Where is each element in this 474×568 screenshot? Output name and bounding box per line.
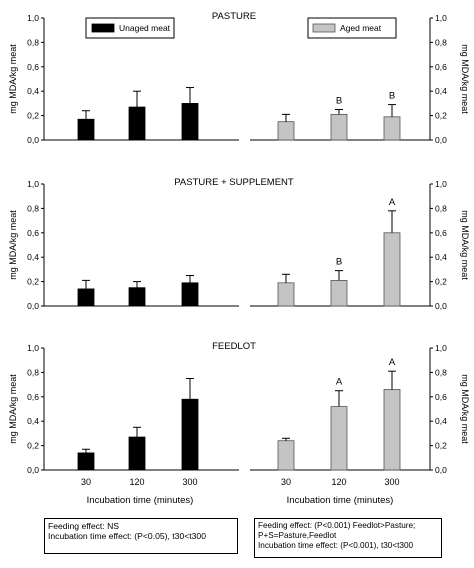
y-axis-label: mg MDA/kg meat <box>8 374 18 444</box>
legend-swatch-aged <box>312 23 336 33</box>
aged-note-line: P+S=Pasture,Feedlot <box>258 531 337 540</box>
legend-box <box>85 17 175 39</box>
x-axis-label: Incubation time (minutes) <box>287 495 394 506</box>
x-tick-label: 30 <box>81 477 91 487</box>
y-tick-label: 0,6 <box>435 62 447 72</box>
unaged-bar <box>181 282 199 307</box>
y-tick-label: 1,0 <box>27 179 39 189</box>
unaged-bar <box>128 436 146 471</box>
y-tick-label: 1,0 <box>435 179 447 189</box>
y-tick-label: 0,2 <box>435 111 447 121</box>
y-tick-label: 0,8 <box>435 203 447 213</box>
aged-bar <box>383 116 401 141</box>
unaged-bar <box>128 106 146 141</box>
unaged-bar <box>181 398 199 471</box>
x-tick-label: 120 <box>129 477 144 487</box>
unaged-note-line: Feeding effect: NS <box>48 521 120 531</box>
y-tick-label: 0,0 <box>435 301 447 311</box>
significance-letter: B <box>389 91 395 102</box>
y-tick-label: 1,0 <box>27 13 39 23</box>
y-tick-label: 0,6 <box>27 228 39 238</box>
y-tick-label: 0,6 <box>435 392 447 402</box>
x-tick-label: 30 <box>281 477 291 487</box>
y-tick-label: 0,4 <box>27 416 39 426</box>
y-tick-label: 1,0 <box>435 343 447 353</box>
unaged-bar <box>77 288 95 307</box>
y-tick-label: 0,2 <box>27 277 39 287</box>
y-tick-label: 0,8 <box>27 37 39 47</box>
y-axis-label: mg MDA/kg meat <box>8 44 18 114</box>
y-tick-label: 0,2 <box>435 441 447 451</box>
unaged-bar <box>181 103 199 141</box>
panel-title: PASTURE <box>212 11 256 22</box>
significance-letter: A <box>389 357 396 368</box>
legend-label-aged: Aged meat <box>340 23 382 33</box>
aged-bar <box>330 279 348 307</box>
y-tick-label: 0,8 <box>27 203 39 213</box>
legend-label-unaged: Unaged meat <box>119 23 171 33</box>
aged-bar <box>330 406 348 471</box>
significance-letter: A <box>336 377 343 388</box>
y-tick-label: 0,2 <box>435 277 447 287</box>
y-tick-label: 0,4 <box>27 86 39 96</box>
aged-bar <box>330 113 348 141</box>
y-tick-label: 0,6 <box>27 392 39 402</box>
unaged-bar <box>128 287 146 307</box>
aged-note-line: Feeding effect: (P<0.001) Feedlot>Pastur… <box>258 521 416 530</box>
y-tick-label: 0,2 <box>27 441 39 451</box>
aged-notes-box: Feeding effect: (P<0.001) Feedlot>Pastur… <box>254 518 442 558</box>
y-tick-label: 0,4 <box>27 252 39 262</box>
significance-letter: B <box>336 96 342 107</box>
y-tick-label: 0,4 <box>435 252 447 262</box>
y-axis-label: mg MDA/kg meat <box>460 44 470 114</box>
y-tick-label: 0,2 <box>27 111 39 121</box>
y-axis-label: mg MDA/kg meat <box>8 210 18 280</box>
x-tick-label: 300 <box>182 477 197 487</box>
x-tick-label: 300 <box>384 477 399 487</box>
unaged-bar <box>77 452 95 471</box>
y-tick-label: 0,4 <box>435 416 447 426</box>
significance-letter: A <box>389 197 396 208</box>
panel-title: PASTURE + SUPPLEMENT <box>174 177 294 188</box>
y-tick-label: 0,0 <box>27 135 39 145</box>
y-tick-label: 0,8 <box>435 367 447 377</box>
x-tick-label: 120 <box>331 477 346 487</box>
aged-bar <box>277 440 295 471</box>
y-tick-label: 0,0 <box>435 465 447 475</box>
y-tick-label: 0,6 <box>27 62 39 72</box>
y-tick-label: 0,8 <box>435 37 447 47</box>
aged-note-line: Incubation time effect: (P<0.001), t30<t… <box>258 541 414 550</box>
aged-bar <box>383 389 401 471</box>
unaged-bar <box>77 118 95 141</box>
legend-swatch-unaged <box>91 23 115 33</box>
y-axis-label: mg MDA/kg meat <box>460 374 470 444</box>
aged-bar <box>277 282 295 307</box>
y-tick-label: 0,0 <box>27 301 39 311</box>
y-tick-label: 1,0 <box>27 343 39 353</box>
y-tick-label: 0,6 <box>435 228 447 238</box>
y-tick-label: 0,4 <box>435 86 447 96</box>
significance-letter: B <box>336 257 342 268</box>
aged-bar <box>383 232 401 307</box>
unaged-notes-box: Feeding effect: NS Incubation time effec… <box>44 518 238 554</box>
y-axis-label: mg MDA/kg meat <box>460 210 470 280</box>
y-tick-label: 1,0 <box>435 13 447 23</box>
aged-bar <box>277 121 295 141</box>
y-tick-label: 0,0 <box>27 465 39 475</box>
legend-box <box>307 17 397 39</box>
x-axis-label: Incubation time (minutes) <box>87 495 194 506</box>
y-tick-label: 0,0 <box>435 135 447 145</box>
y-tick-label: 0,8 <box>27 367 39 377</box>
unaged-note-line: Incubation time effect: (P<0.05), t30<t3… <box>48 531 206 541</box>
panel-title: FEEDLOT <box>212 341 256 352</box>
